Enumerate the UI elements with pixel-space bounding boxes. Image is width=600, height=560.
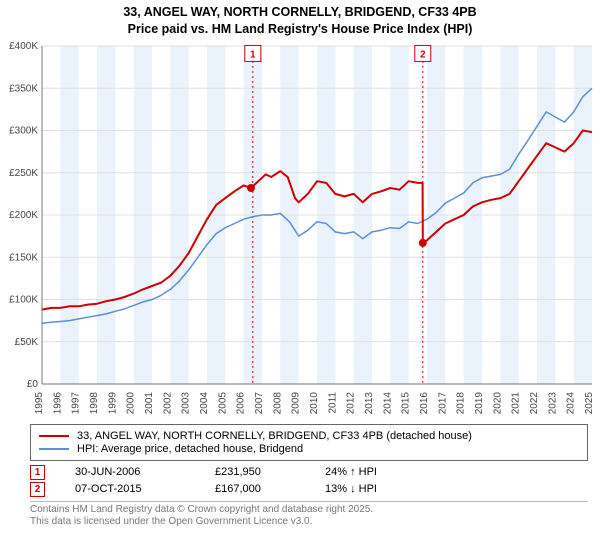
svg-text:2000: 2000 (126, 391, 137, 414)
svg-text:2005: 2005 (217, 391, 228, 414)
svg-text:2014: 2014 (382, 391, 393, 414)
footer-line-1: Contains HM Land Registry data © Crown c… (30, 504, 588, 517)
legend-label-2: HPI: Average price, detached house, Brid… (77, 443, 303, 455)
svg-text:£400K: £400K (9, 41, 38, 52)
legend-label-1: 33, ANGEL WAY, NORTH CORNELLY, BRIDGEND,… (77, 430, 472, 442)
transaction-delta-1: 24% ↑ HPI (325, 466, 425, 478)
title-address: 33, ANGEL WAY, NORTH CORNELLY, BRIDGEND,… (0, 4, 600, 21)
svg-text:2024: 2024 (566, 391, 577, 414)
svg-text:2001: 2001 (144, 391, 155, 414)
legend-row-1: 33, ANGEL WAY, NORTH CORNELLY, BRIDGEND,… (39, 430, 579, 442)
svg-text:2006: 2006 (236, 391, 247, 414)
transaction-row-1: 1 30-JUN-2006 £231,950 24% ↑ HPI (30, 465, 588, 480)
svg-text:2025: 2025 (584, 391, 595, 414)
svg-text:2002: 2002 (162, 391, 173, 414)
transaction-delta-2: 13% ↓ HPI (325, 483, 425, 495)
transaction-row-2: 2 07-OCT-2015 £167,000 13% ↓ HPI (30, 482, 588, 497)
legend-swatch-2 (39, 448, 69, 450)
svg-text:1998: 1998 (89, 391, 100, 414)
svg-text:2008: 2008 (272, 391, 283, 414)
svg-text:2023: 2023 (547, 391, 558, 414)
transaction-table: 1 30-JUN-2006 £231,950 24% ↑ HPI 2 07-OC… (30, 465, 588, 497)
svg-text:2003: 2003 (181, 391, 192, 414)
svg-text:1: 1 (250, 49, 256, 60)
svg-text:£300K: £300K (9, 125, 38, 136)
transaction-marker-1: 1 (30, 465, 45, 480)
svg-text:1999: 1999 (107, 391, 118, 414)
svg-text:£100K: £100K (9, 294, 38, 305)
svg-text:2: 2 (420, 49, 426, 60)
transaction-date-1: 30-JUN-2006 (75, 466, 185, 478)
page-root: 33, ANGEL WAY, NORTH CORNELLY, BRIDGEND,… (0, 0, 600, 560)
svg-text:2016: 2016 (419, 391, 430, 414)
svg-text:2007: 2007 (254, 391, 265, 414)
svg-text:2021: 2021 (511, 391, 522, 414)
svg-text:2010: 2010 (309, 391, 320, 414)
svg-text:2011: 2011 (327, 391, 338, 413)
svg-text:£0: £0 (27, 379, 39, 390)
svg-text:2013: 2013 (364, 391, 375, 414)
legend-row-2: HPI: Average price, detached house, Brid… (39, 443, 579, 455)
svg-text:£350K: £350K (9, 83, 38, 94)
chart-svg: £0 £50K £100K £150K £200K £250K £300K £350K £400… (0, 40, 600, 420)
svg-text:2012: 2012 (346, 391, 357, 414)
svg-text:2022: 2022 (529, 391, 540, 414)
svg-text:£150K: £150K (9, 252, 38, 263)
title-subtitle: Price paid vs. HM Land Registry's House … (0, 21, 600, 38)
title-block: 33, ANGEL WAY, NORTH CORNELLY, BRIDGEND,… (0, 0, 600, 40)
chart-area: £0 £50K £100K £150K £200K £250K £300K £350K £400… (0, 40, 600, 420)
svg-text:2004: 2004 (199, 391, 210, 414)
svg-text:2017: 2017 (437, 391, 448, 414)
legend-box: 33, ANGEL WAY, NORTH CORNELLY, BRIDGEND,… (30, 424, 588, 461)
svg-text:1996: 1996 (52, 391, 63, 414)
transaction-marker-2: 2 (30, 482, 45, 497)
legend-swatch-1 (39, 435, 69, 437)
svg-text:£50K: £50K (15, 337, 39, 348)
svg-text:2009: 2009 (291, 391, 302, 414)
svg-text:1997: 1997 (71, 391, 82, 414)
transaction-price-1: £231,950 (215, 466, 295, 478)
svg-text:2019: 2019 (474, 391, 485, 414)
footer-line-2: This data is licensed under the Open Gov… (30, 516, 588, 529)
svg-text:1995: 1995 (34, 391, 45, 414)
footer: Contains HM Land Registry data © Crown c… (30, 501, 588, 529)
svg-text:£200K: £200K (9, 210, 38, 221)
svg-text:2015: 2015 (401, 391, 412, 414)
transaction-date-2: 07-OCT-2015 (75, 483, 185, 495)
svg-text:2018: 2018 (456, 391, 467, 414)
svg-text:2020: 2020 (492, 391, 503, 414)
svg-text:£250K: £250K (9, 168, 38, 179)
transaction-price-2: £167,000 (215, 483, 295, 495)
